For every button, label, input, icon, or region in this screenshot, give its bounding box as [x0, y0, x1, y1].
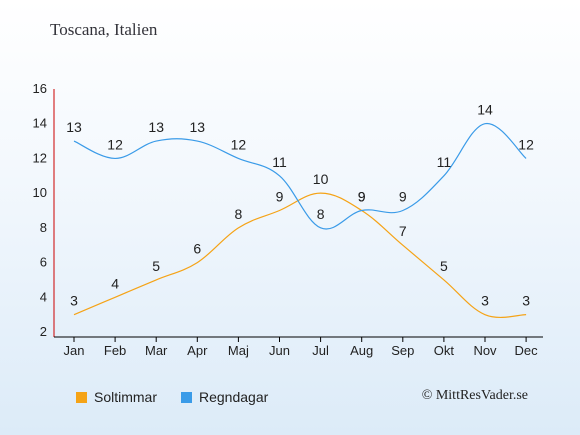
- data-label-regndagar: 9: [399, 189, 407, 205]
- x-tick-label: Jul: [312, 343, 329, 358]
- data-label-regndagar: 12: [231, 136, 247, 152]
- data-label-regndagar: 11: [437, 154, 452, 170]
- x-tick-label: Mar: [145, 343, 168, 358]
- data-label-soltimmar: 4: [111, 275, 119, 291]
- data-label-soltimmar: 6: [193, 241, 201, 257]
- data-label-soltimmar: 5: [152, 258, 160, 274]
- data-label-regndagar: 14: [477, 102, 493, 118]
- data-label-soltimmar: 3: [522, 293, 530, 309]
- data-label-regndagar: 11: [272, 154, 287, 170]
- x-tick-label: Jan: [64, 343, 85, 358]
- legend-item-regndagar: Regndagar: [181, 389, 268, 405]
- data-label-regndagar: 12: [518, 136, 534, 152]
- y-tick-label: 16: [33, 81, 47, 96]
- series-line-soltimmar: [73, 192, 527, 318]
- y-tick-label: 2: [40, 324, 47, 339]
- y-tick-label: 6: [40, 255, 47, 270]
- x-tick-label: Nov: [473, 343, 497, 358]
- data-label-regndagar: 9: [358, 189, 366, 205]
- y-tick-label: 14: [33, 116, 47, 131]
- legend-swatch-regndagar: [181, 391, 192, 403]
- x-tick-label: Apr: [187, 343, 208, 358]
- legend-label-soltimmar: Soltimmar: [94, 389, 158, 405]
- y-tick-label: 12: [33, 150, 47, 165]
- data-label-regndagar: 13: [148, 119, 164, 135]
- x-tick-label: Jun: [269, 343, 290, 358]
- y-tick-label: 10: [33, 185, 47, 200]
- data-label-soltimmar: 3: [481, 293, 489, 309]
- data-label-regndagar: 13: [190, 119, 206, 135]
- legend-label-regndagar: Regndagar: [199, 389, 269, 405]
- data-label-soltimmar: 7: [399, 223, 407, 239]
- data-label-soltimmar: 10: [313, 171, 329, 187]
- data-label-regndagar: 13: [66, 119, 82, 135]
- y-tick-label: 8: [40, 220, 47, 235]
- data-label-soltimmar: 5: [440, 258, 448, 274]
- axes: 2 4 6 8 10 12 14 16 Jan Feb Mar Apr Maj Jun Jul Aug Sep O…: [33, 81, 543, 358]
- series-lines: [73, 123, 527, 318]
- data-label-regndagar: 12: [107, 136, 123, 152]
- x-tick-label: Maj: [228, 343, 249, 358]
- copyright-notice: © MittResVader.se: [421, 388, 528, 403]
- chart-title: Toscana, Italien: [50, 20, 158, 39]
- x-tick-label: Sep: [391, 343, 414, 358]
- x-tick-label: Okt: [434, 343, 455, 358]
- x-tick-label: Aug: [350, 343, 373, 358]
- x-tick-label: Feb: [104, 343, 126, 358]
- data-label-soltimmar: 8: [235, 206, 243, 222]
- data-label-regndagar: 8: [317, 206, 325, 222]
- legend-swatch-soltimmar: [76, 391, 87, 403]
- legend-item-soltimmar: Soltimmar: [76, 389, 157, 405]
- series-line-regndagar: [73, 123, 527, 230]
- data-label-soltimmar: 9: [276, 189, 284, 205]
- y-tick-label: 4: [40, 289, 47, 304]
- x-tick-label: Dec: [515, 343, 539, 358]
- data-label-soltimmar: 3: [70, 293, 78, 309]
- data-label-soltimmar: 9: [358, 189, 366, 205]
